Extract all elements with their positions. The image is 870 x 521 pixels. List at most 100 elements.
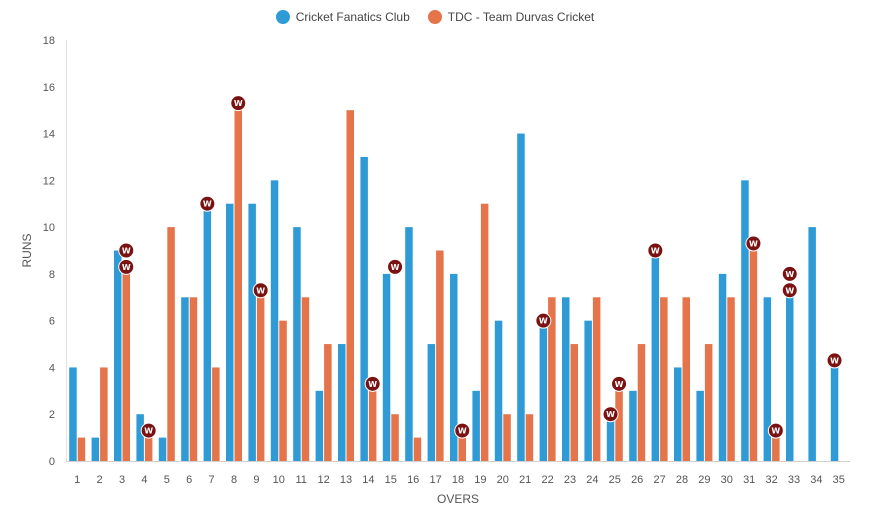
bar-series-1[interactable] [114, 250, 122, 462]
bar-series-2[interactable] [749, 250, 758, 462]
wicket-marker-label: W [651, 247, 660, 256]
bar-series-2[interactable] [772, 437, 780, 461]
bar-series-1[interactable] [360, 156, 368, 461]
wicket-marker[interactable]: W [199, 195, 216, 212]
bar-series-1[interactable] [136, 414, 144, 461]
bar-series-2[interactable] [368, 390, 377, 461]
bar-series-2[interactable] [615, 390, 623, 461]
bar-series-2[interactable] [413, 437, 422, 461]
wicket-marker[interactable]: W [454, 422, 471, 439]
legend-item-series-1[interactable]: Cricket Fanatics Club [275, 10, 410, 24]
bar-series-1[interactable] [158, 437, 167, 461]
bar-series-1[interactable] [293, 227, 301, 461]
wicket-marker[interactable]: W [118, 258, 135, 275]
wicket-marker[interactable]: W [826, 352, 843, 369]
y-axis-ticks: 0 2 4 6 8 10 12 14 16 18 [43, 35, 55, 468]
bar-series-2[interactable] [458, 437, 467, 461]
wicket-marker[interactable]: W [118, 242, 135, 259]
wicket-marker[interactable]: W [745, 235, 762, 252]
bar-series-2[interactable] [436, 250, 444, 462]
bar-series-1[interactable] [606, 414, 615, 461]
wicket-marker[interactable]: W [647, 242, 664, 259]
bar-series-1[interactable] [270, 180, 279, 462]
bar-series-1[interactable] [472, 390, 480, 461]
bar-series-2[interactable] [570, 344, 579, 461]
bar-series-2[interactable] [525, 414, 534, 461]
bar-series-1[interactable] [718, 273, 727, 461]
bar-series-1[interactable] [741, 180, 749, 462]
bar-series-1[interactable] [203, 203, 212, 461]
bar-series-2[interactable] [256, 297, 265, 461]
x-tick-label: 23 [564, 474, 576, 486]
bar-series-2[interactable] [301, 297, 310, 461]
bar-series-2[interactable] [391, 414, 399, 461]
wicket-marker-circle [647, 242, 664, 259]
bar-series-1[interactable] [674, 367, 682, 461]
bar-series-2[interactable] [503, 414, 511, 461]
bar-series-1[interactable] [405, 227, 413, 461]
bar-series-2[interactable] [279, 320, 287, 461]
bar-series-1[interactable] [808, 227, 816, 461]
x-tick-label: 15 [385, 474, 397, 486]
bar-series-1[interactable] [494, 320, 503, 461]
y-tick-label: 10 [43, 222, 55, 234]
bar-series-2[interactable] [727, 297, 735, 461]
bar-series-2[interactable] [704, 344, 713, 461]
bar-series-1[interactable] [562, 297, 570, 461]
bar-series-2[interactable] [324, 344, 332, 461]
bar-series-1[interactable] [315, 390, 324, 461]
bar-series-1[interactable] [763, 297, 772, 461]
legend-item-series-2[interactable]: TDC - Team Durvas Cricket [427, 10, 594, 24]
bar-series-2[interactable] [637, 344, 646, 461]
wicket-marker[interactable]: W [387, 258, 404, 275]
bar-series-1[interactable] [226, 203, 234, 461]
legend-label-series-1: Cricket Fanatics Club [295, 10, 410, 24]
wicket-marker[interactable]: W [767, 422, 784, 439]
bar-series-1[interactable] [786, 297, 794, 461]
bar-series-1[interactable] [651, 250, 660, 462]
bar-series-2[interactable] [660, 297, 668, 461]
wicket-marker[interactable]: W [602, 406, 619, 423]
bar-series-1[interactable] [830, 367, 839, 461]
bar-series-2[interactable] [144, 437, 153, 461]
bar-series-1[interactable] [248, 203, 256, 461]
bar-series-2[interactable] [100, 367, 108, 461]
wicket-marker[interactable]: W [781, 282, 798, 299]
x-tick-label: 22 [541, 474, 553, 486]
wicket-marker[interactable]: W [611, 375, 628, 392]
x-tick-label: 12 [317, 474, 329, 486]
wicket-marker-label: W [144, 427, 153, 436]
bar-series-1[interactable] [382, 273, 391, 461]
bar-series-1[interactable] [696, 390, 704, 461]
bar-series-2[interactable] [592, 297, 601, 461]
bar-series-1[interactable] [450, 273, 458, 461]
wicket-marker[interactable]: W [364, 375, 381, 392]
bar-series-2[interactable] [167, 227, 175, 461]
wicket-marker[interactable]: W [230, 95, 247, 112]
bar-series-2[interactable] [189, 297, 198, 461]
bar-series-2[interactable] [548, 297, 556, 461]
bar-series-1[interactable] [539, 320, 548, 461]
bar-series-2[interactable] [682, 297, 691, 461]
bar-series-2[interactable] [346, 110, 355, 462]
bar-series-1[interactable] [427, 344, 436, 461]
bar-series-2[interactable] [77, 437, 86, 461]
bar-series-2[interactable] [212, 367, 220, 461]
bar-series-2[interactable] [480, 203, 489, 461]
bar-series-1[interactable] [91, 437, 100, 461]
wicket-marker[interactable]: W [535, 312, 552, 329]
wicket-marker[interactable]: W [781, 265, 798, 282]
wicket-marker[interactable]: W [140, 422, 157, 439]
x-tick-label: 21 [519, 474, 531, 486]
bar-series-1[interactable] [181, 297, 189, 461]
bar-series-1[interactable] [517, 133, 525, 462]
wicket-marker[interactable]: W [252, 282, 269, 299]
bar-series-1[interactable] [69, 367, 77, 461]
bar-series-2[interactable] [234, 110, 243, 462]
legend: Cricket Fanatics Club TDC - Team Durvas … [0, 10, 870, 24]
bar-series-1[interactable] [338, 344, 346, 461]
bar-series-2[interactable] [122, 273, 131, 461]
bar-series-1[interactable] [584, 320, 592, 461]
bar-series-1[interactable] [629, 390, 637, 461]
